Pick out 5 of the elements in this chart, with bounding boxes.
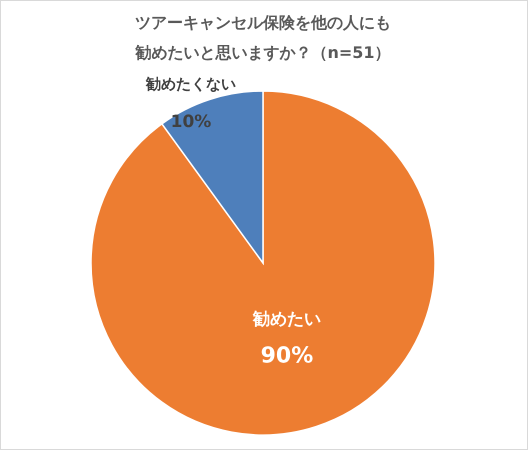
slice-label: 勧めたい <box>252 310 321 330</box>
data-label: 10% <box>170 112 212 132</box>
data-label: 90% <box>260 344 314 369</box>
chart-title: ツアーキャンセル保険を他の人にも勧めたいと思いますか？（n=51） <box>134 13 391 62</box>
slice-label: 勧めたくない <box>145 75 236 93</box>
